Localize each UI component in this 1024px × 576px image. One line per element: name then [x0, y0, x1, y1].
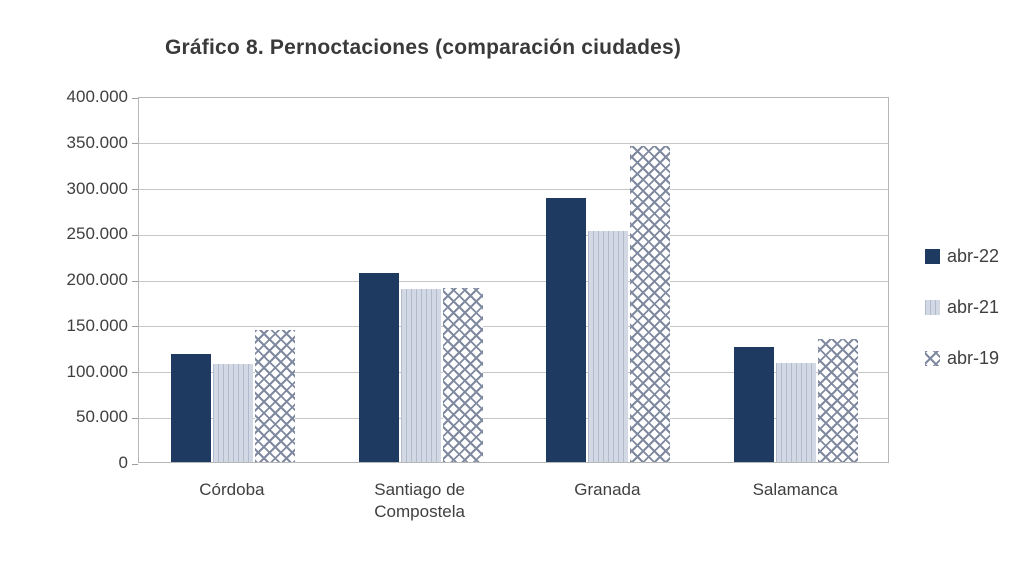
y-tick-label: 250.000: [66, 224, 128, 244]
category-label: Salamanca: [752, 480, 838, 499]
legend-label: abr-19: [947, 347, 1000, 368]
y-axis-tick: [132, 280, 138, 282]
bar: [776, 363, 817, 462]
y-tick-label: 50.000: [76, 407, 128, 427]
legend: abr-22 abr-21 abr-19: [925, 246, 999, 399]
legend-item: abr-21: [925, 297, 999, 317]
y-axis-tick: [132, 189, 138, 190]
category-label: Santiago de Compostela: [374, 480, 465, 521]
legend-swatch-icon: [925, 350, 940, 366]
x-axis-labels: Córdoba Santiago de Compostela Granada Sala…: [138, 479, 889, 549]
gridline: [139, 417, 888, 419]
y-tick-label: 0: [118, 453, 128, 472]
bar: [400, 289, 441, 462]
legend-item: abr-22: [925, 246, 999, 266]
bar-group: [170, 330, 295, 462]
y-tick-label: 200.000: [66, 270, 128, 289]
bar: [212, 364, 253, 462]
y-axis-tick: [132, 372, 138, 373]
y-tick-label: 300.000: [66, 178, 128, 198]
gridline: [139, 143, 888, 145]
y-axis-tick: [132, 234, 138, 236]
y-axis-tick: [132, 463, 138, 465]
category-label: Córdoba: [199, 480, 265, 499]
bar: [588, 231, 629, 462]
legend-label: abr-21: [947, 296, 1000, 317]
y-axis-tick: [132, 97, 138, 99]
y-tick-label: 400.000: [66, 87, 128, 106]
y-tick-label: 150.000: [66, 315, 128, 335]
y-axis-labels: 0 50.000 100.000 150.000 200.000 250.000 300.0…: [0, 87, 128, 472]
y-tick-label: 350.000: [66, 132, 128, 152]
gridline: [139, 372, 888, 373]
gridline: [139, 326, 888, 328]
gridline: [139, 189, 888, 190]
legend-swatch-icon: [925, 299, 940, 315]
plot-area: [132, 97, 889, 465]
y-axis-tick: [132, 143, 138, 145]
bar-group: [358, 273, 483, 462]
y-axis-tick: [132, 417, 138, 419]
legend-swatch-icon: [925, 248, 940, 264]
y-tick-label: 100.000: [66, 361, 128, 381]
bar: [818, 339, 859, 462]
chart-title: Gráfico 8. Pernoctaciones (comparación c…: [165, 36, 682, 59]
bar: [170, 354, 211, 462]
bar: [442, 288, 483, 462]
gridline: [139, 234, 888, 236]
gridline: [139, 280, 888, 282]
bar: [734, 347, 775, 462]
bar: [546, 198, 587, 462]
legend-item: abr-19: [925, 348, 999, 368]
bar: [630, 146, 671, 462]
bar: [358, 273, 399, 462]
bar-group: [546, 146, 671, 462]
bar: [254, 330, 295, 462]
category-label: Granada: [574, 480, 641, 499]
bar-group: [734, 339, 859, 462]
legend-label: abr-22: [947, 245, 1000, 266]
y-axis-tick: [132, 326, 138, 328]
